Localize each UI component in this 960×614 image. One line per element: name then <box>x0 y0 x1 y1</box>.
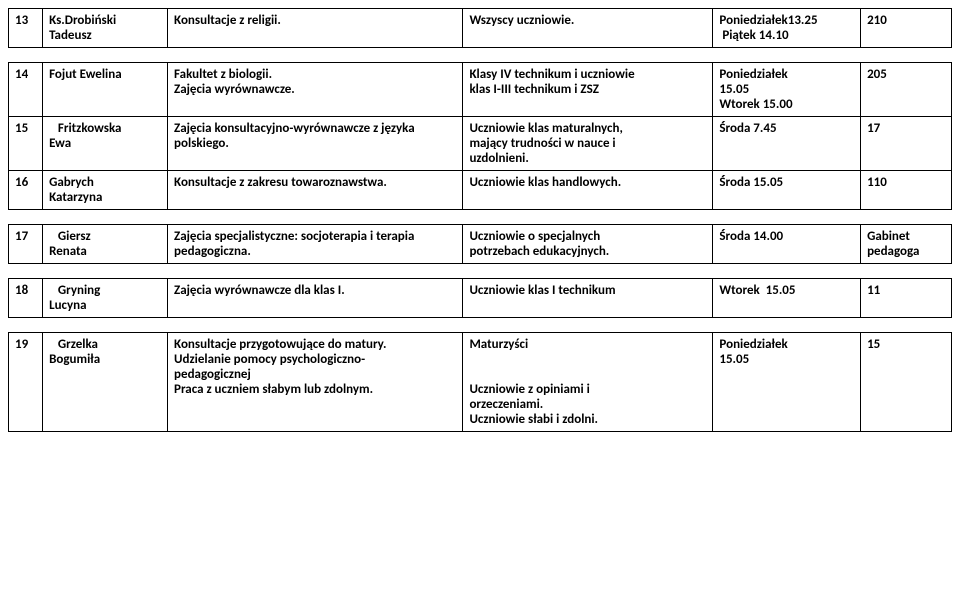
table-row: 17 GierszRenataZajęcia specjalistyczne: … <box>9 225 952 264</box>
room: Gabinetpedagoga <box>861 225 952 264</box>
row-number: 16 <box>9 171 43 210</box>
teacher-name: Fojut Ewelina <box>43 63 168 117</box>
teacher-name: FritzkowskaEwa <box>43 117 168 171</box>
subject: Konsultacje z religii. <box>168 9 463 48</box>
teacher-name: Ks.DrobińskiTadeusz <box>43 9 168 48</box>
room: 210 <box>861 9 952 48</box>
teacher-name: GabrychKatarzyna <box>43 171 168 210</box>
room: 205 <box>861 63 952 117</box>
students: Uczniowie klas maturalnych,mający trudno… <box>463 117 713 171</box>
students: MaturzyściUczniowie z opiniami iorzeczen… <box>463 333 713 432</box>
schedule-table: 17 GierszRenataZajęcia specjalistyczne: … <box>8 224 952 264</box>
students: Wszyscy uczniowie. <box>463 9 713 48</box>
row-number: 15 <box>9 117 43 171</box>
table-row: 13Ks.DrobińskiTadeuszKonsultacje z relig… <box>9 9 952 48</box>
row-number: 17 <box>9 225 43 264</box>
subject: Zajęcia specjalistyczne: socjoterapia i … <box>168 225 463 264</box>
document-root: 13Ks.DrobińskiTadeuszKonsultacje z relig… <box>8 8 952 432</box>
room: 17 <box>861 117 952 171</box>
table-row: 19 GrzelkaBogumiłaKonsultacje przygotowu… <box>9 333 952 432</box>
row-number: 18 <box>9 279 43 318</box>
subject: Fakultet z biologii.Zajęcia wyrównawcze. <box>168 63 463 117</box>
schedule-table: 18 GryningLucynaZajęcia wyrównawcze dla … <box>8 278 952 318</box>
students: Uczniowie klas handlowych. <box>463 171 713 210</box>
subject: Konsultacje przygotowujące do matury.Udz… <box>168 333 463 432</box>
schedule-table: 14Fojut EwelinaFakultet z biologii.Zajęc… <box>8 62 952 210</box>
schedule-time: Środa 7.45 <box>713 117 861 171</box>
row-number: 14 <box>9 63 43 117</box>
schedule-time: Wtorek 15.05 <box>713 279 861 318</box>
students: Klasy IV technikum i uczniowieklas I-III… <box>463 63 713 117</box>
schedule-time: Poniedziałek15.05Wtorek 15.00 <box>713 63 861 117</box>
schedule-time: Poniedziałek13.25 Piątek 14.10 <box>713 9 861 48</box>
row-number: 19 <box>9 333 43 432</box>
room: 15 <box>861 333 952 432</box>
table-row: 14Fojut EwelinaFakultet z biologii.Zajęc… <box>9 63 952 117</box>
table-row: 15 FritzkowskaEwaZajęcia konsultacyjno-w… <box>9 117 952 171</box>
teacher-name: GrzelkaBogumiła <box>43 333 168 432</box>
students: Uczniowie o specjalnychpotrzebach edukac… <box>463 225 713 264</box>
schedule-table: 19 GrzelkaBogumiłaKonsultacje przygotowu… <box>8 332 952 432</box>
row-number: 13 <box>9 9 43 48</box>
room: 110 <box>861 171 952 210</box>
subject: Konsultacje z zakresu towaroznawstwa. <box>168 171 463 210</box>
subject: Zajęcia konsultacyjno-wyrównawcze z języ… <box>168 117 463 171</box>
teacher-name: GierszRenata <box>43 225 168 264</box>
schedule-time: Poniedziałek15.05 <box>713 333 861 432</box>
students: Uczniowie klas I technikum <box>463 279 713 318</box>
table-row: 16GabrychKatarzynaKonsultacje z zakresu … <box>9 171 952 210</box>
room: 11 <box>861 279 952 318</box>
table-row: 18 GryningLucynaZajęcia wyrównawcze dla … <box>9 279 952 318</box>
schedule-table: 13Ks.DrobińskiTadeuszKonsultacje z relig… <box>8 8 952 48</box>
schedule-time: Środa 14.00 <box>713 225 861 264</box>
schedule-time: Środa 15.05 <box>713 171 861 210</box>
teacher-name: GryningLucyna <box>43 279 168 318</box>
subject: Zajęcia wyrównawcze dla klas I. <box>168 279 463 318</box>
